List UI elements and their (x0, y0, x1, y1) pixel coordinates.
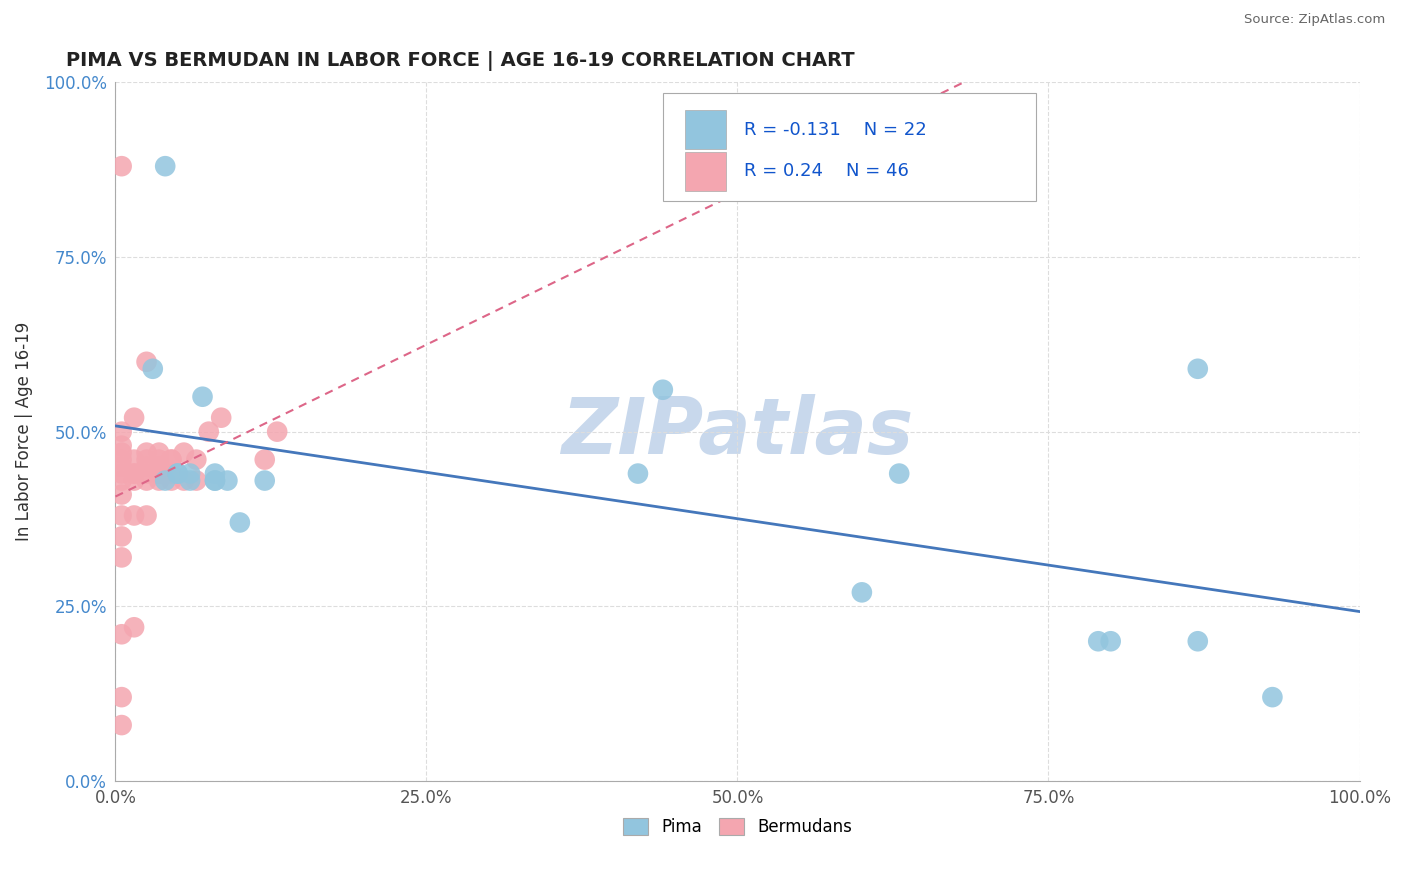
Text: Source: ZipAtlas.com: Source: ZipAtlas.com (1244, 13, 1385, 27)
Text: PIMA VS BERMUDAN IN LABOR FORCE | AGE 16-19 CORRELATION CHART: PIMA VS BERMUDAN IN LABOR FORCE | AGE 16… (66, 51, 855, 70)
Bar (685, 111, 727, 149)
Point (111, 529, 134, 543)
Point (122, 467, 145, 481)
Point (148, 467, 170, 481)
Point (186, 474, 208, 488)
Point (111, 690, 134, 705)
Point (122, 467, 145, 481)
Y-axis label: In Labor Force | Age 16-19: In Labor Force | Age 16-19 (15, 322, 32, 541)
Point (179, 467, 201, 481)
Point (1261, 690, 1284, 705)
Point (1187, 634, 1209, 648)
Point (253, 452, 276, 467)
Point (122, 474, 145, 488)
Point (186, 452, 208, 467)
Text: R = -0.131    N = 22: R = -0.131 N = 22 (744, 120, 927, 138)
Point (142, 361, 165, 376)
Point (155, 474, 177, 488)
Point (160, 452, 183, 467)
Point (111, 487, 134, 501)
Point (111, 718, 134, 732)
Point (204, 474, 226, 488)
Point (173, 474, 195, 488)
Point (229, 516, 252, 530)
Point (1099, 634, 1122, 648)
Point (135, 459, 157, 474)
Point (204, 474, 226, 488)
Point (135, 467, 157, 481)
Point (1087, 634, 1109, 648)
Point (148, 474, 170, 488)
Legend: Pima, Bermudans: Pima, Bermudans (616, 811, 859, 843)
Point (135, 445, 157, 459)
Point (111, 474, 134, 488)
FancyBboxPatch shape (662, 93, 1036, 201)
Point (851, 585, 873, 599)
Point (111, 508, 134, 523)
Point (651, 383, 673, 397)
Point (217, 474, 239, 488)
Point (135, 508, 157, 523)
Point (111, 467, 134, 481)
Point (135, 474, 157, 488)
Point (166, 467, 188, 481)
Point (173, 445, 195, 459)
Point (111, 159, 134, 173)
Point (253, 474, 276, 488)
Point (160, 452, 183, 467)
Point (111, 445, 134, 459)
Point (166, 467, 188, 481)
Point (889, 467, 911, 481)
Point (160, 474, 183, 488)
Text: ZIPatlas: ZIPatlas (561, 393, 914, 470)
Point (160, 467, 183, 481)
Point (179, 474, 201, 488)
Point (111, 452, 134, 467)
Point (191, 390, 214, 404)
Point (111, 425, 134, 439)
Point (266, 425, 288, 439)
Point (111, 550, 134, 565)
Bar (685, 153, 727, 191)
Point (204, 467, 226, 481)
Point (122, 620, 145, 634)
Point (122, 508, 145, 523)
Point (111, 439, 134, 453)
Text: R = 0.24    N = 46: R = 0.24 N = 46 (744, 162, 908, 180)
Point (122, 410, 145, 425)
Point (111, 459, 134, 474)
Point (148, 452, 170, 467)
Point (1187, 361, 1209, 376)
Point (209, 410, 232, 425)
Point (148, 445, 170, 459)
Point (111, 627, 134, 641)
Point (122, 452, 145, 467)
Point (148, 459, 170, 474)
Point (135, 452, 157, 467)
Point (135, 355, 157, 369)
Point (627, 467, 650, 481)
Point (197, 425, 219, 439)
Point (155, 159, 177, 173)
